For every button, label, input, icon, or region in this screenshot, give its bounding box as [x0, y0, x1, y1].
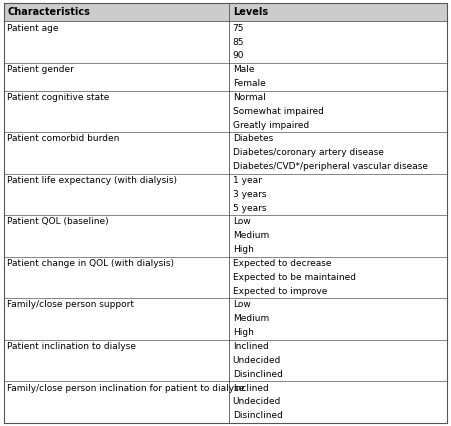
Text: Diabetes: Diabetes — [233, 135, 273, 144]
Text: 75: 75 — [233, 24, 244, 33]
Text: Medium: Medium — [233, 231, 269, 240]
Text: Low: Low — [233, 300, 250, 310]
Text: 1 year: 1 year — [233, 176, 262, 185]
Text: Patient inclination to dialyse: Patient inclination to dialyse — [7, 342, 136, 351]
Text: Expected to be maintained: Expected to be maintained — [233, 273, 356, 282]
Text: Normal: Normal — [233, 93, 265, 102]
Text: Undecided: Undecided — [233, 397, 281, 406]
Text: Patient change in QOL (with dialysis): Patient change in QOL (with dialysis) — [7, 259, 174, 268]
Text: Low: Low — [233, 218, 250, 227]
Text: Disinclined: Disinclined — [233, 411, 282, 420]
Text: Expected to decrease: Expected to decrease — [233, 259, 331, 268]
Text: 90: 90 — [233, 52, 244, 60]
Text: Inclined: Inclined — [233, 383, 268, 392]
Text: Patient age: Patient age — [7, 24, 59, 33]
Text: Somewhat impaired: Somewhat impaired — [233, 107, 323, 116]
Text: 5 years: 5 years — [233, 204, 266, 213]
Text: Greatly impaired: Greatly impaired — [233, 121, 309, 130]
Text: Diabetes/coronary artery disease: Diabetes/coronary artery disease — [233, 148, 383, 157]
Text: Inclined: Inclined — [233, 342, 268, 351]
Text: 85: 85 — [233, 37, 244, 46]
Bar — [4, 173, 447, 215]
Text: Patient cognitive state: Patient cognitive state — [7, 93, 110, 102]
Text: Female: Female — [233, 79, 265, 88]
Text: Diabetes/CVD*/peripheral vascular disease: Diabetes/CVD*/peripheral vascular diseas… — [233, 162, 428, 171]
Bar — [4, 256, 447, 298]
Text: Medium: Medium — [233, 314, 269, 323]
Text: Expected to improve: Expected to improve — [233, 287, 327, 296]
Text: Levels: Levels — [233, 7, 268, 17]
Text: Patient comorbid burden: Patient comorbid burden — [7, 135, 120, 144]
Bar — [4, 21, 447, 63]
Bar — [4, 381, 447, 423]
Text: Patient life expectancy (with dialysis): Patient life expectancy (with dialysis) — [7, 176, 177, 185]
Text: Characteristics: Characteristics — [7, 7, 90, 17]
Text: Undecided: Undecided — [233, 356, 281, 365]
Bar — [4, 298, 447, 340]
Text: Family/close person support: Family/close person support — [7, 300, 134, 310]
Text: 3 years: 3 years — [233, 190, 266, 199]
Text: Family/close person inclination for patient to dialyse: Family/close person inclination for pati… — [7, 383, 244, 392]
Text: Male: Male — [233, 65, 254, 74]
Text: High: High — [233, 245, 253, 254]
Bar — [4, 132, 447, 173]
Text: Disinclined: Disinclined — [233, 370, 282, 379]
Bar — [4, 215, 447, 256]
Text: Patient QOL (baseline): Patient QOL (baseline) — [7, 218, 109, 227]
Bar — [4, 63, 447, 91]
Text: Patient gender: Patient gender — [7, 65, 74, 74]
Bar — [4, 340, 447, 381]
Bar — [4, 3, 447, 21]
Text: High: High — [233, 328, 253, 337]
Bar — [4, 91, 447, 132]
